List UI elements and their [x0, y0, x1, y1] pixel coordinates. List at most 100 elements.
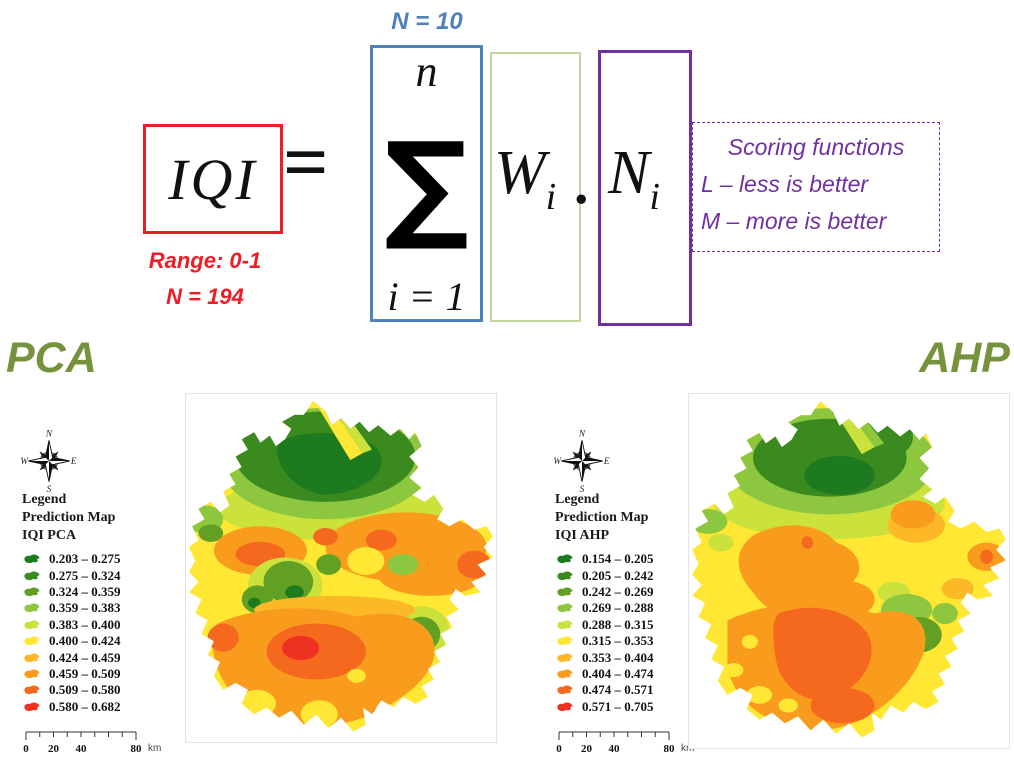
class-color-blob — [24, 620, 40, 629]
sum-lower-bound: i = 1 — [387, 273, 466, 319]
class-swatch-icon — [24, 603, 40, 613]
class-range-label: 0.383 – 0.400 — [49, 616, 121, 632]
class-swatch-icon — [557, 653, 573, 662]
scoring-note-more: M – more is better — [701, 207, 887, 234]
class-color-blob — [24, 554, 40, 564]
ahp-legend-subtitle: Prediction Map — [555, 510, 649, 525]
class-range-label: 0.154 – 0.205 — [582, 551, 654, 567]
class-swatch-icon — [557, 554, 573, 564]
class-color-blob — [24, 702, 40, 711]
score-term: Ni — [608, 138, 660, 219]
class-swatch-icon — [557, 620, 573, 629]
scoring-note-less: L – less is better — [701, 170, 869, 197]
class-range-label: 0.571 – 0.705 — [582, 698, 654, 714]
class-range-label: 0.315 – 0.353 — [582, 633, 654, 649]
legend-item: 0.404 – 0.474 — [555, 666, 654, 682]
class-swatch-icon — [24, 587, 40, 597]
scale-tick-40: 40 — [609, 743, 621, 755]
class-range-label: 0.474 – 0.571 — [582, 682, 654, 698]
class-color-blob — [24, 669, 40, 679]
pca-legend-items: 0.203 – 0.275 0.275 – 0.324 0.324 – 0.35… — [22, 551, 121, 715]
weight-symbol: W — [494, 139, 546, 207]
scale-tick-0: 0 — [556, 743, 562, 755]
compass-s: S — [47, 485, 52, 494]
scale-unit: km — [681, 743, 694, 754]
scoring-functions-note: Scoring functions L – less is better M –… — [692, 122, 940, 252]
class-color-blob — [557, 587, 573, 597]
class-swatch-icon — [24, 653, 40, 662]
class-color-blob — [24, 603, 40, 613]
range-label: Range: 0-1 — [148, 248, 262, 273]
compass-n: N — [45, 429, 53, 439]
class-color-blob — [24, 685, 40, 695]
class-color-blob — [557, 685, 573, 695]
pca-map — [185, 393, 497, 743]
class-range-label: 0.424 – 0.459 — [49, 649, 121, 665]
sigma-symbol: ∑ — [384, 116, 469, 255]
pca-scale-bar: 0 20 40 80 km — [23, 731, 161, 755]
legend-item: 0.580 – 0.682 — [22, 699, 121, 715]
class-range-label: 0.353 – 0.404 — [582, 649, 654, 665]
class-range-label: 0.580 – 0.682 — [49, 698, 121, 714]
class-color-blob — [557, 554, 573, 564]
scale-tick-20: 20 — [48, 743, 60, 755]
legend-item: 0.275 – 0.324 — [22, 567, 121, 583]
ahp-legend-layer: IQI AHP — [555, 528, 610, 543]
pca-legend-layer: IQI PCA — [22, 528, 77, 543]
compass-rose-icon: N E S W — [20, 429, 77, 494]
summation-box: n ∑ i = 1 — [370, 45, 483, 322]
ahp-legend-items: 0.154 – 0.205 0.205 – 0.242 0.242 – 0.26… — [555, 551, 654, 715]
class-range-label: 0.359 – 0.383 — [49, 600, 121, 616]
class-swatch-icon — [557, 571, 573, 580]
weights-box — [490, 52, 581, 322]
pca-title: PCA — [6, 334, 97, 382]
class-range-label: 0.275 – 0.324 — [49, 567, 121, 583]
scores-box — [598, 50, 692, 326]
class-color-blob — [557, 669, 573, 679]
compass-e: E — [603, 457, 610, 467]
legend-item: 0.324 – 0.359 — [22, 584, 121, 600]
legend-item: 0.353 – 0.404 — [555, 649, 654, 665]
class-range-label: 0.205 – 0.242 — [582, 567, 654, 583]
class-color-blob — [24, 653, 40, 662]
class-color-blob — [557, 571, 573, 580]
class-range-label: 0.288 – 0.315 — [582, 616, 654, 632]
class-range-label: 0.400 – 0.424 — [49, 633, 121, 649]
class-swatch-icon — [557, 702, 573, 711]
legend-item: 0.269 – 0.288 — [555, 600, 654, 616]
class-color-blob — [557, 702, 573, 711]
legend-item: 0.205 – 0.242 — [555, 567, 654, 583]
pca-legend-subtitle: Prediction Map — [22, 510, 116, 525]
compass-s: S — [580, 485, 585, 494]
class-range-label: 0.242 – 0.269 — [582, 583, 654, 599]
class-color-blob — [24, 571, 40, 580]
scale-tick-40: 40 — [76, 743, 88, 755]
legend-item: 0.459 – 0.509 — [22, 666, 121, 682]
class-swatch-icon — [557, 636, 573, 646]
legend-item: 0.474 – 0.571 — [555, 682, 654, 698]
class-swatch-icon — [24, 636, 40, 646]
samples-label: N = 194 — [166, 284, 244, 309]
ahp-choropleth — [692, 401, 1006, 738]
compass-w: W — [553, 457, 562, 467]
legend-item: 0.359 – 0.383 — [22, 600, 121, 616]
class-swatch-icon — [24, 620, 40, 629]
equals-sign: = — [283, 119, 329, 207]
class-range-label: 0.203 – 0.275 — [49, 551, 121, 567]
class-swatch-icon — [24, 554, 40, 564]
sum-upper-bound: n — [415, 47, 438, 96]
ahp-title: AHP — [919, 334, 1010, 382]
scale-unit: km — [148, 743, 161, 754]
class-color-blob — [24, 587, 40, 597]
iqi-box: IQI — [143, 124, 283, 234]
score-subscript: i — [649, 176, 660, 218]
class-color-blob — [557, 620, 573, 629]
pca-choropleth — [189, 400, 493, 732]
ahp-map — [688, 393, 1010, 749]
legend-item: 0.154 – 0.205 — [555, 551, 654, 567]
class-swatch-icon — [24, 702, 40, 711]
scale-tick-0: 0 — [23, 743, 29, 755]
class-range-label: 0.459 – 0.509 — [49, 665, 121, 681]
scoring-note-title: Scoring functions — [727, 134, 905, 160]
legend-item: 0.383 – 0.400 — [22, 617, 121, 633]
